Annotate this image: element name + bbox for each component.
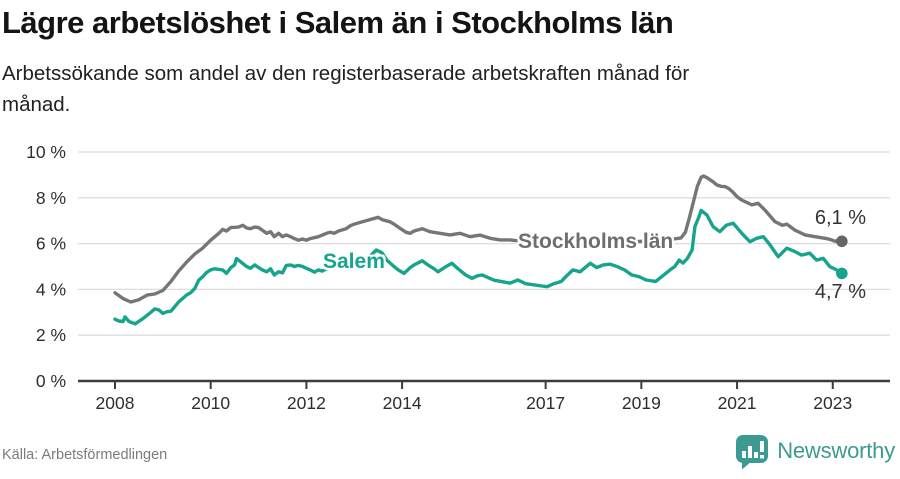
end-value-label-stockholm: 6,1 % (814, 207, 866, 229)
series-label-salem: Salem (323, 250, 385, 273)
svg-text:2008: 2008 (96, 393, 135, 413)
svg-text:2012: 2012 (287, 393, 326, 413)
svg-text:2017: 2017 (526, 393, 565, 413)
svg-text:2 %: 2 % (36, 325, 66, 345)
svg-text:2021: 2021 (718, 393, 757, 413)
subtitle-line-1: Arbetssökande som andel av den registerb… (2, 62, 690, 85)
end-value-label-salem: 4,7 % (814, 281, 866, 303)
svg-text:2010: 2010 (191, 393, 230, 413)
newsworthy-brand: Newsworthy (735, 432, 895, 470)
svg-text:8 %: 8 % (36, 188, 66, 208)
page-title: Lägre arbetslöshet i Salem än i Stockhol… (2, 5, 674, 40)
svg-text:10 %: 10 % (26, 142, 66, 162)
svg-text:0 %: 0 % (36, 371, 66, 391)
svg-text:2014: 2014 (383, 393, 422, 413)
series-label-stockholms-lan: Stockholms län (518, 230, 674, 253)
svg-text:4 %: 4 % (36, 279, 66, 299)
subtitle-line-2: månad. (2, 93, 71, 116)
source-caption: Källa: Arbetsförmedlingen (2, 447, 168, 463)
svg-text:2019: 2019 (622, 393, 661, 413)
svg-text:6 %: 6 % (36, 234, 66, 254)
svg-text:2023: 2023 (813, 393, 852, 413)
newsworthy-logo-icon (736, 435, 769, 470)
brand-name: Newsworthy (777, 438, 895, 463)
chart-subtitle: Arbetssökande som andel av den registerb… (2, 58, 862, 120)
